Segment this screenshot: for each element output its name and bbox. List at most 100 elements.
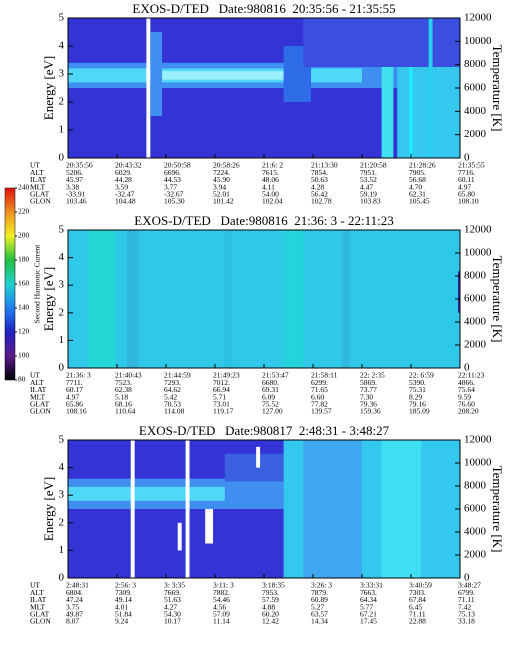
ephemeris-ilat: 56.68 (409, 175, 426, 184)
ephemeris-glat: -32.47 (115, 190, 135, 199)
spectrogram-feature (130, 440, 135, 578)
ephemeris-mlt: 6.60 (311, 392, 324, 401)
ephemeris-mlt: 4.27 (164, 602, 177, 611)
ephemeris-alt: 6799. (458, 588, 475, 597)
ephemeris-ilat: 67.84 (409, 595, 426, 604)
ephemeris-ilat: 45.97 (66, 175, 83, 184)
y2-tick-label: 2000 (464, 128, 487, 140)
ephemeris-glat: 70.53 (164, 400, 181, 409)
spectrogram-feature (150, 32, 163, 116)
panel-title: EXOS-D/TED Date:980816 20:35:56 - 21:35:… (132, 1, 395, 16)
ephemeris-label: GLON (30, 407, 51, 416)
y-tick-label: 2 (59, 96, 65, 108)
ephemeris-glon: 8.07 (66, 617, 79, 626)
y2-tick-label: 0 (464, 572, 470, 584)
spectrogram-feature (224, 453, 284, 482)
y2-tick-label: 12000 (464, 224, 492, 236)
y-tick-label: 2 (59, 306, 65, 318)
spectrogram-feature (177, 522, 182, 551)
ephemeris-ut: 21:36: 3 (66, 371, 91, 380)
ephemeris-glon: 185.09 (409, 407, 430, 416)
ephemeris-glon: 114.08 (164, 407, 185, 416)
ephemeris-ilat: 48.06 (262, 175, 279, 184)
ephemeris-label: UT (30, 161, 40, 170)
ephemeris-ut: 20:43:32 (115, 161, 142, 170)
ephemeris-alt: 7905. (409, 168, 426, 177)
ephemeris-alt: 7012. (213, 378, 230, 387)
ephemeris-ut: 2:56: 3 (115, 581, 136, 590)
spectrogram-feature (87, 230, 116, 368)
spectrogram-feature (381, 18, 394, 158)
ephemeris-alt: 7951. (360, 168, 377, 177)
ephemeris-ilat: 51.63 (164, 595, 181, 604)
ephemeris-ut: 3:33:31 (360, 581, 383, 590)
ephemeris-ut: 3:48:27 (458, 581, 481, 590)
colorbar-tick-label: 160 (18, 279, 30, 288)
ephemeris-ilat: 54.46 (213, 595, 230, 604)
y-tick-label: 1 (59, 334, 65, 346)
y2-tick-label: 8000 (464, 270, 487, 282)
ephemeris-glat: 76.60 (458, 400, 475, 409)
y2-tick-label: 10000 (464, 247, 492, 259)
ephemeris-ilat: 57.59 (262, 595, 279, 604)
colorbar-tick-label: 80 (18, 375, 26, 384)
spectrogram-feature (224, 230, 233, 368)
ephemeris-glat: 65.80 (458, 190, 475, 199)
ephemeris-glon: 102.04 (262, 197, 283, 206)
y2-tick-label: 4000 (464, 526, 487, 538)
ephemeris-alt: 7953. (262, 588, 279, 597)
ephemeris-ut: 2:48:31 (66, 581, 89, 590)
colorbar-tick-label: 100 (18, 351, 30, 360)
y-tick-label: 5 (59, 12, 65, 24)
y-axis-label: Energy [eV] (41, 477, 56, 541)
ephemeris-alt: 6029. (115, 168, 132, 177)
ephemeris-label: MLT (30, 602, 46, 611)
ephemeris-alt: 7669. (164, 588, 181, 597)
colorbar-tick-label: 240 (18, 183, 30, 192)
ephemeris-alt: 5869. (360, 378, 377, 387)
ephemeris-glon: 108.16 (66, 407, 87, 416)
y-tick-label: 0 (59, 152, 65, 164)
y2-axis-label: Temperature [K] (490, 45, 505, 132)
ephemeris-glat: 63.57 (311, 610, 328, 619)
ephemeris-label: MLT (30, 392, 46, 401)
y2-tick-label: 0 (464, 362, 470, 374)
ephemeris-mlt: 4.11 (262, 182, 275, 191)
y2-tick-label: 6000 (464, 82, 487, 94)
ephemeris-label: GLAT (30, 400, 50, 409)
y2-tick-label: 8000 (464, 480, 487, 492)
ephemeris-ilat: 44.53 (164, 175, 181, 184)
ephemeris-ilat: 64.34 (360, 595, 377, 604)
y-tick-label: 1 (59, 124, 65, 136)
ephemeris-label: GLON (30, 617, 51, 626)
spectrogram-feature (303, 18, 460, 67)
ephemeris-ilat: 69.31 (262, 385, 279, 394)
spectrogram-feature (146, 71, 284, 80)
ephemeris-ut: 21:28:26 (409, 161, 436, 170)
ephemeris-glon: 101.42 (213, 197, 234, 206)
ephemeris-glon: 108.10 (458, 197, 479, 206)
colorbar-tick-label: 180 (18, 255, 30, 264)
y2-tick-label: 6000 (464, 503, 487, 515)
ephemeris-ut: 22:11:23 (458, 371, 485, 380)
ephemeris-ilat: 71.65 (311, 385, 328, 394)
ephemeris-mlt: 5.77 (360, 602, 373, 611)
ephemeris-mlt: 4.01 (115, 602, 128, 611)
ephemeris-alt: 7293. (164, 378, 181, 387)
ephemeris-ut: 22: 2:35 (360, 371, 385, 380)
ephemeris-mlt: 9.59 (458, 392, 471, 401)
ephemeris-ilat: 60.17 (66, 385, 83, 394)
spectrogram-feature (428, 18, 433, 158)
ephemeris-ut: 20:58:26 (213, 161, 240, 170)
spectrogram-feature (409, 18, 413, 158)
spectrogram-feature (342, 230, 351, 368)
ephemeris-glon: 105.45 (409, 197, 430, 206)
ephemeris-glat: 79.16 (409, 400, 426, 409)
y-tick-label: 5 (59, 434, 65, 446)
ephemeris-glat: 73.01 (213, 400, 230, 409)
ephemeris-mlt: 6.45 (409, 602, 422, 611)
ephemeris-ut: 3:26: 3 (311, 581, 332, 590)
ephemeris-glat: 59.19 (360, 190, 377, 199)
ephemeris-glat: 77.82 (311, 400, 328, 409)
ephemeris-ilat: 47.24 (66, 595, 83, 604)
